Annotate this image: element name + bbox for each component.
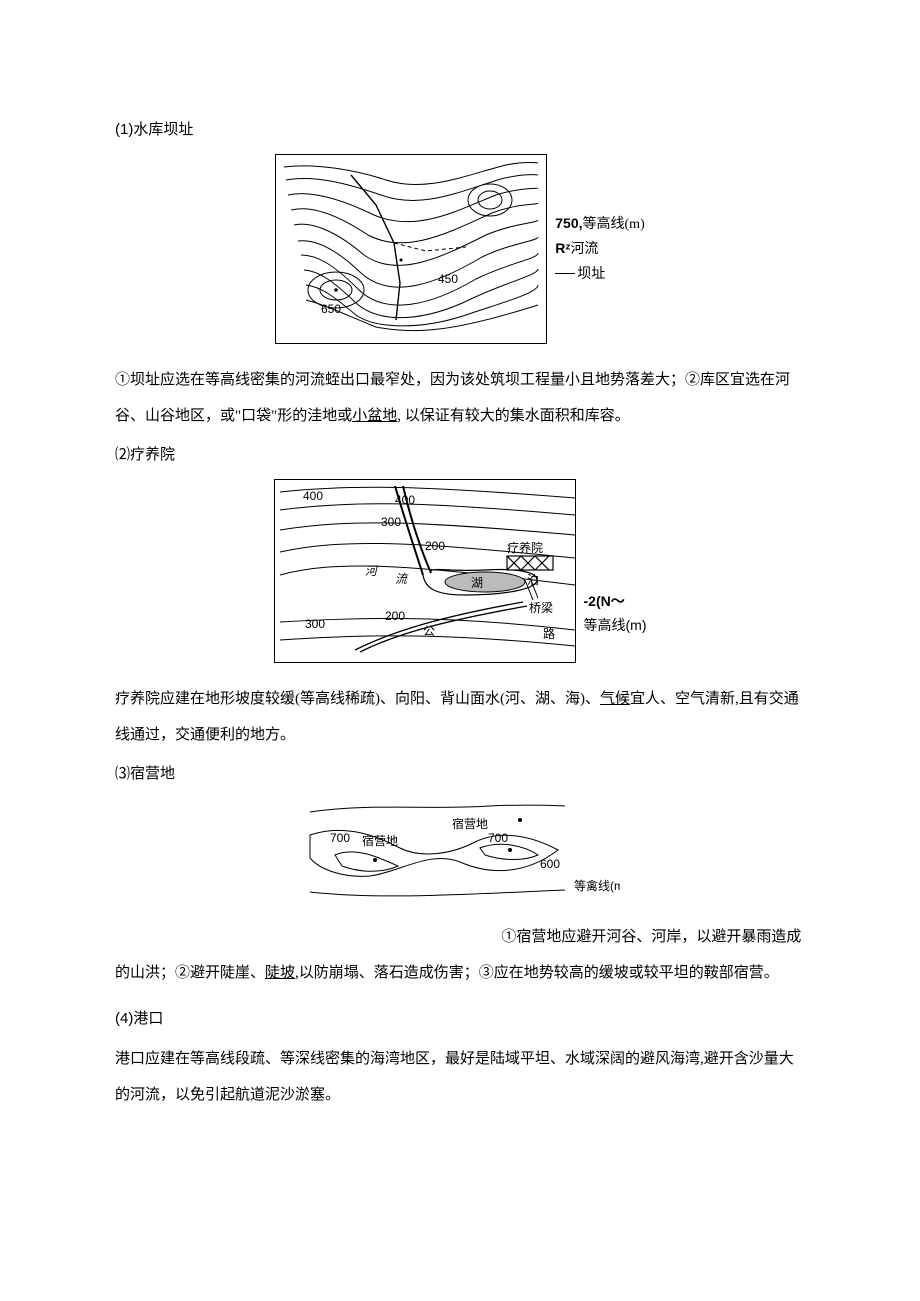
fig1-label-650: 650	[321, 302, 341, 316]
fig2-legend-line1: -2(N～	[584, 590, 647, 614]
section-2-body: 疗养院应建在地形坡度较缓(等高线稀疏)、向阳、背山面水(河、湖、海)、气候宜人、…	[115, 681, 805, 753]
figure-3-row: 宿营地 宿营地 700 700 600 等禽线(m)	[115, 800, 805, 913]
section-1-heading: (1)水库坝址	[115, 116, 805, 144]
svg-text:400: 400	[303, 489, 323, 503]
svg-text:流: 流	[395, 572, 409, 586]
fig1-legend-line2: Rᶻ河流	[555, 237, 644, 262]
section-4-heading: (4)港口	[115, 1005, 805, 1033]
fig3-700a: 700	[330, 831, 350, 845]
section-1-body: ①坝址应选在等高线密集的河流蛭出口最窄处，因为该处筑坝工程量小且地势落差大；②库…	[115, 362, 805, 434]
figure-1-box: 650 450	[275, 154, 547, 344]
svg-text:300: 300	[305, 617, 325, 631]
fig3-700b: 700	[488, 831, 508, 845]
section-3-heading: ⑶宿营地	[115, 761, 805, 788]
svg-text:泊: 泊	[527, 573, 539, 587]
figure-1-row: 650 450 750,等高线(m) Rᶻ河流 坝址	[115, 154, 805, 344]
fig1-label-450: 450	[438, 272, 458, 286]
section-2-num: ⑵	[115, 447, 130, 463]
figure-2-svg: 400 400 300 200 300 200 河 流 湖 泊 疗养院 桥梁 路…	[275, 480, 575, 655]
section-1-title: 水库坝址	[133, 122, 193, 138]
svg-text:300: 300	[381, 515, 401, 529]
figure-2-legend: -2(N～ 等高线(m)	[584, 590, 647, 638]
section-2-title: 疗养院	[130, 447, 175, 463]
svg-text:200: 200	[425, 539, 445, 553]
figure-3-svg: 宿营地 宿营地 700 700 600 等禽线(m)	[300, 800, 620, 905]
section-1-num: (1)	[115, 121, 133, 138]
figure-2-row: 400 400 300 200 300 200 河 流 湖 泊 疗养院 桥梁 路…	[115, 479, 805, 664]
fig3-600: 600	[540, 857, 560, 871]
fig1-legend-line3: 坝址	[555, 262, 644, 286]
section-2-heading: ⑵疗养院	[115, 442, 805, 469]
fig3-camp2: 宿营地	[452, 816, 488, 831]
svg-text:公: 公	[423, 624, 435, 638]
section-3-body: ①宿营地应避开河谷、河岸，以避开暴雨造成的山洪；②避开陡崖、陡坡,以防崩塌、落石…	[115, 919, 805, 991]
fig3-legend: 等禽线(m)	[574, 878, 620, 893]
section-4-title: 港口	[133, 1011, 163, 1027]
fig1-legend-line1: 750,等高线(m)	[555, 212, 644, 237]
svg-text:河: 河	[365, 564, 379, 578]
svg-text:桥梁: 桥梁	[529, 600, 553, 615]
figure-1-svg: 650 450	[276, 155, 546, 335]
svg-text:路: 路	[543, 626, 555, 641]
figure-2-box: 400 400 300 200 300 200 河 流 湖 泊 疗养院 桥梁 路…	[274, 479, 576, 664]
svg-text:400: 400	[395, 493, 415, 507]
section-4-body: 港口应建在等高线段疏、等深线密集的海湾地区，最好是陆域平坦、水域深阔的避风海湾,…	[115, 1041, 805, 1113]
svg-text:疗养院: 疗养院	[507, 540, 543, 555]
page: (1)水库坝址	[0, 0, 920, 1301]
figure-1-legend: 750,等高线(m) Rᶻ河流 坝址	[555, 212, 644, 285]
section-4-num: (4)	[115, 1010, 133, 1027]
fig3-camp1: 宿营地	[362, 833, 398, 848]
section-3-title: 宿营地	[130, 766, 175, 782]
section-3-num: ⑶	[115, 766, 130, 782]
svg-text:200: 200	[385, 609, 405, 623]
svg-text:湖: 湖	[471, 575, 483, 590]
fig2-legend-line2: 等高线(m)	[584, 614, 647, 638]
